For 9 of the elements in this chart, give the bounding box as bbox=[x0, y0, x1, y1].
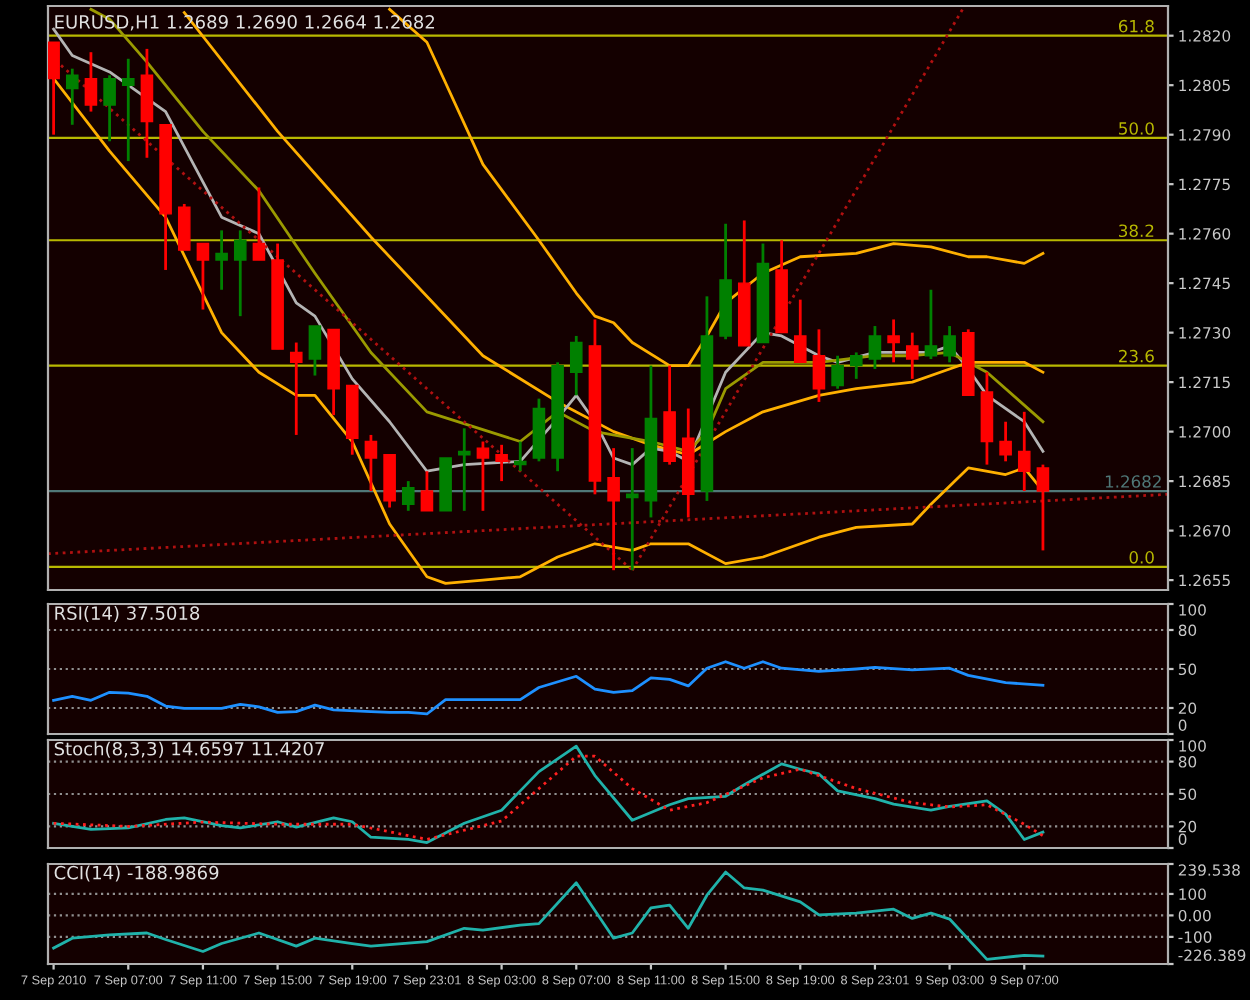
annotation: 50.0 bbox=[1119, 122, 1154, 135]
chart-title: Stoch(8,3,3) 14.6597 11.4207 bbox=[54, 741, 324, 758]
annotation: 23.6 bbox=[1119, 349, 1154, 363]
ref-line-label: 1.2682 bbox=[1105, 475, 1161, 488]
chart-title: CCI(14) -188.9869 bbox=[54, 865, 219, 882]
annotation: 38.2 bbox=[1119, 224, 1154, 238]
annotation: 0.0 bbox=[1129, 551, 1154, 564]
annotation: 61.8 bbox=[1118, 19, 1154, 33]
chart-title: RSI(14) 37.5018 bbox=[55, 605, 200, 623]
